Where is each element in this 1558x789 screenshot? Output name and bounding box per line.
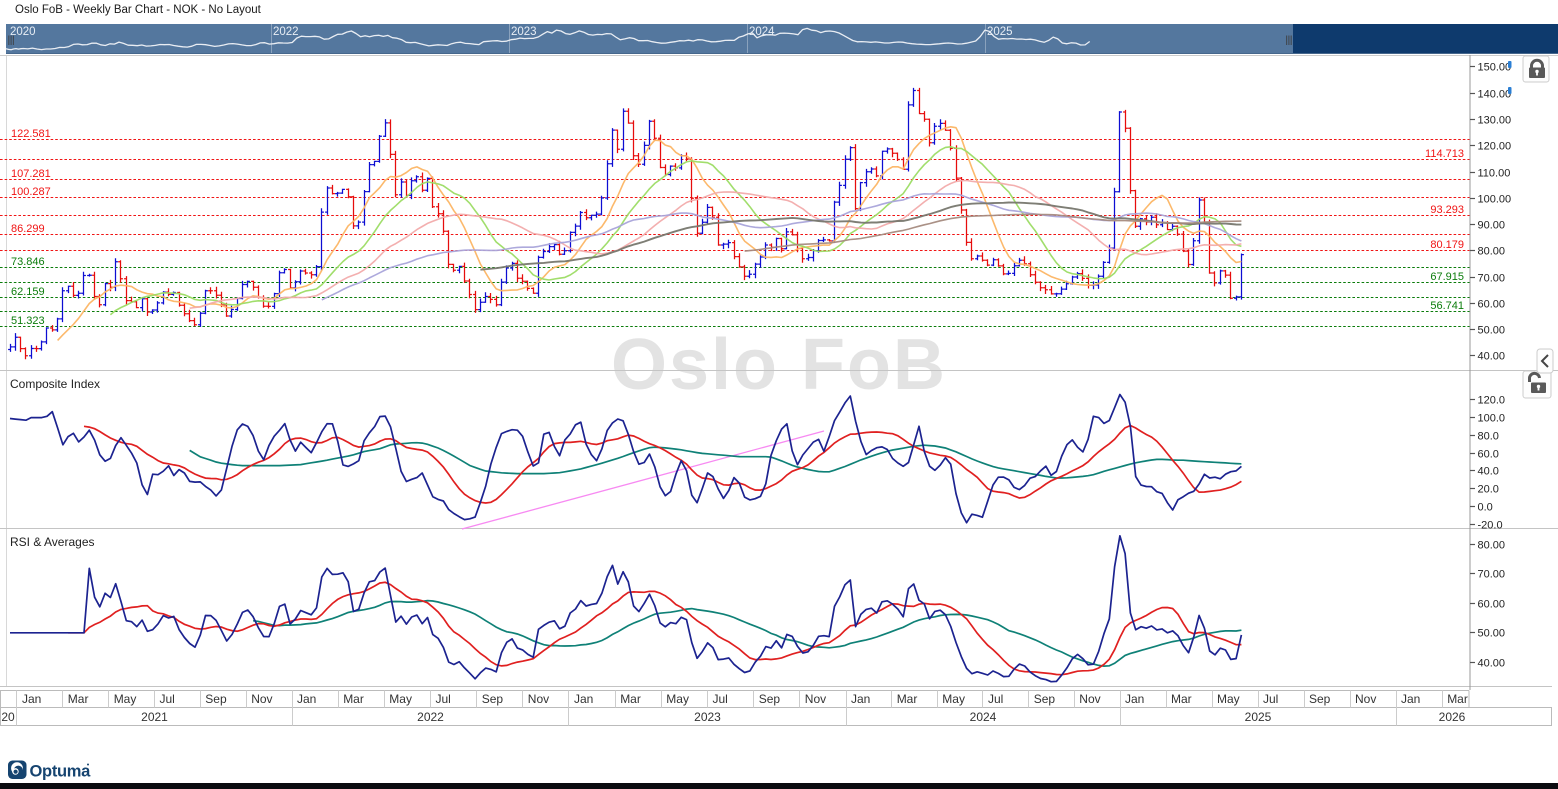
svg-text:100.00: 100.00 (1478, 194, 1512, 206)
svg-text:Jul: Jul (713, 692, 728, 706)
svg-text:2022: 2022 (273, 26, 299, 38)
svg-text:110.00: 110.00 (1478, 168, 1511, 180)
svg-text:80.179: 80.179 (1430, 239, 1464, 251)
svg-text:100.0: 100.0 (1478, 413, 1506, 425)
svg-text:Jul: Jul (988, 692, 1003, 706)
svg-text:51.323: 51.323 (11, 315, 45, 327)
svg-text:90.00: 90.00 (1478, 220, 1506, 232)
svg-text:Jul: Jul (160, 692, 175, 706)
svg-text:2025: 2025 (1245, 710, 1272, 724)
svg-text:Jan: Jan (851, 692, 870, 706)
svg-text:2020: 2020 (10, 26, 36, 38)
svg-text:0.0: 0.0 (1478, 502, 1493, 514)
svg-text:Optuma: Optuma (30, 763, 92, 781)
svg-text:20.0: 20.0 (1478, 484, 1499, 496)
svg-text:Mar: Mar (620, 692, 641, 706)
svg-text:Mar: Mar (1171, 692, 1192, 706)
svg-text:Sep: Sep (205, 692, 227, 706)
svg-text:Sep: Sep (1034, 692, 1056, 706)
svg-text:Nov: Nov (1355, 692, 1376, 706)
svg-text:80.00: 80.00 (1478, 246, 1506, 258)
svg-text:73.846: 73.846 (11, 256, 45, 268)
svg-text:140.00: 140.00 (1478, 89, 1512, 101)
svg-text:Jul: Jul (1263, 692, 1278, 706)
svg-text:80.00: 80.00 (1478, 540, 1506, 552)
svg-text:50.00: 50.00 (1478, 628, 1506, 640)
svg-text:20: 20 (1, 710, 15, 724)
svg-text:50.00: 50.00 (1478, 325, 1506, 337)
svg-text:-20.0: -20.0 (1478, 520, 1503, 532)
svg-text:93.293: 93.293 (1430, 204, 1464, 216)
svg-text:Nov: Nov (528, 692, 549, 706)
svg-text:80.0: 80.0 (1478, 431, 1499, 443)
svg-text:2023: 2023 (694, 710, 721, 724)
svg-text:Jan: Jan (297, 692, 316, 706)
svg-text:Sep: Sep (1309, 692, 1331, 706)
svg-text:2024: 2024 (970, 710, 997, 724)
svg-text:62.159: 62.159 (11, 286, 45, 298)
svg-text:May: May (389, 692, 412, 706)
svg-text:60.0: 60.0 (1478, 449, 1499, 461)
svg-text:May: May (1217, 692, 1240, 706)
svg-text:70.00: 70.00 (1478, 273, 1506, 285)
svg-text:Mar: Mar (897, 692, 918, 706)
svg-text:May: May (666, 692, 689, 706)
svg-text:Mar: Mar (68, 692, 89, 706)
svg-text:40.00: 40.00 (1478, 658, 1506, 670)
svg-text:120.0: 120.0 (1478, 395, 1506, 407)
svg-text:Composite Index: Composite Index (10, 377, 100, 391)
svg-text:Jan: Jan (1401, 692, 1420, 706)
svg-text:Nov: Nov (805, 692, 826, 706)
svg-text:2024: 2024 (749, 26, 775, 38)
svg-text:2021: 2021 (141, 710, 168, 724)
svg-text:100.287: 100.287 (11, 186, 51, 198)
svg-text:2023: 2023 (511, 26, 537, 38)
svg-text:122.581: 122.581 (11, 128, 51, 140)
svg-text:107.281: 107.281 (11, 168, 51, 180)
svg-text:Jul: Jul (436, 692, 451, 706)
svg-text:40.0: 40.0 (1478, 466, 1499, 478)
svg-text:RSI & Averages: RSI & Averages (10, 535, 95, 549)
svg-text:2022: 2022 (417, 710, 444, 724)
svg-text:86.299: 86.299 (11, 223, 45, 235)
svg-text:Sep: Sep (482, 692, 504, 706)
svg-text:2025: 2025 (987, 26, 1013, 38)
svg-text:114.713: 114.713 (1425, 148, 1464, 160)
svg-text:56.741: 56.741 (1430, 300, 1464, 312)
svg-text:Mar: Mar (1447, 692, 1468, 706)
svg-text:Nov: Nov (251, 692, 272, 706)
svg-text:May: May (114, 692, 137, 706)
svg-text:Nov: Nov (1079, 692, 1100, 706)
svg-text:70.00: 70.00 (1478, 569, 1506, 581)
svg-text:2026: 2026 (1439, 710, 1466, 724)
svg-text:150.00: 150.00 (1478, 62, 1512, 74)
svg-text:Jan: Jan (1125, 692, 1144, 706)
svg-text:Sep: Sep (759, 692, 781, 706)
svg-text:Oslo FoB: Oslo FoB (611, 325, 947, 405)
svg-text:60.00: 60.00 (1478, 599, 1506, 611)
svg-text:40.00: 40.00 (1478, 351, 1506, 363)
svg-text:120.00: 120.00 (1478, 141, 1512, 153)
svg-text:Jan: Jan (22, 692, 41, 706)
svg-text:Jan: Jan (574, 692, 593, 706)
svg-text:Mar: Mar (343, 692, 364, 706)
svg-text:130.00: 130.00 (1478, 115, 1512, 127)
svg-text:May: May (942, 692, 965, 706)
svg-text:60.00: 60.00 (1478, 299, 1506, 311)
svg-text:67.915: 67.915 (1430, 271, 1464, 283)
